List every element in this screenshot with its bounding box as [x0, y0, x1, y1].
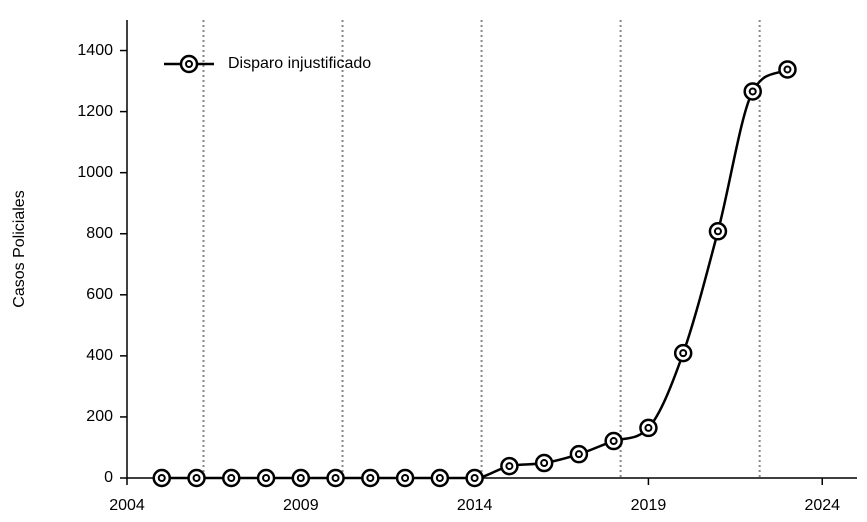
y-tick-label: 600	[86, 286, 113, 303]
marker-inner	[609, 437, 618, 446]
marker-inner	[540, 459, 549, 468]
y-tick-label: 200	[86, 408, 113, 425]
point	[152, 468, 172, 488]
y-tick-label: 400	[86, 347, 113, 364]
point	[743, 82, 762, 101]
marker-outer	[534, 453, 554, 473]
marker-outer	[673, 343, 693, 363]
marker-outer	[465, 468, 484, 488]
marker-outer	[569, 444, 589, 464]
marker-inner	[644, 423, 653, 432]
marker-outer	[500, 456, 519, 476]
marker-outer	[361, 468, 380, 488]
marker-inner	[227, 474, 236, 482]
y-tick-label: 800	[86, 225, 113, 242]
point	[361, 468, 380, 488]
marker-outer	[430, 468, 450, 488]
marker-inner	[366, 474, 375, 482]
marker-inner	[783, 65, 792, 74]
point	[187, 468, 206, 488]
y-tick-label: 0	[104, 469, 113, 486]
point	[778, 60, 797, 79]
marker-outer	[179, 54, 199, 74]
marker-inner	[679, 349, 688, 358]
point	[222, 468, 241, 488]
marker-outer	[222, 468, 241, 488]
marker-inner	[157, 474, 166, 482]
marker-inner	[185, 60, 193, 68]
y-tick-label: 1400	[77, 42, 113, 59]
point	[500, 456, 519, 476]
marker-inner	[505, 462, 514, 471]
point	[534, 453, 554, 473]
marker-outer	[395, 468, 415, 488]
point	[291, 468, 311, 488]
marker-inner	[262, 474, 271, 482]
x-tick-label: 2014	[457, 497, 493, 514]
marker-outer	[639, 418, 658, 438]
point	[395, 468, 415, 488]
legend-marker	[179, 54, 199, 74]
point	[569, 444, 589, 464]
line	[161, 68, 789, 480]
marker-outer	[743, 82, 762, 101]
marker-outer	[152, 468, 172, 488]
y-tick-label: 1000	[77, 164, 113, 181]
marker-outer	[291, 468, 311, 488]
x-tick-label: 2009	[283, 497, 319, 514]
marker-inner	[435, 474, 444, 482]
point	[639, 418, 658, 438]
marker-inner	[192, 474, 201, 482]
x-tick-label: 2004	[109, 497, 145, 514]
marker-inner	[296, 474, 305, 482]
marker-inner	[401, 474, 410, 482]
point	[604, 431, 623, 451]
marker-outer	[708, 222, 728, 241]
legend-label: Disparo injustificado	[228, 55, 371, 72]
point	[708, 222, 728, 241]
y-tick-label: 1200	[77, 103, 113, 120]
marker-outer	[256, 468, 276, 488]
marker-outer	[187, 468, 206, 488]
marker-inner	[470, 474, 479, 482]
point	[430, 468, 450, 488]
point	[673, 343, 693, 363]
marker-inner	[713, 227, 722, 236]
marker-inner	[748, 87, 757, 96]
marker-inner	[574, 450, 583, 459]
marker-outer	[604, 431, 623, 451]
point	[465, 468, 484, 488]
x-tick-label: 2024	[804, 497, 840, 514]
y-axis-label: Casos Policiales	[11, 190, 28, 307]
point	[256, 468, 276, 488]
x-tick-label: 2019	[631, 497, 667, 514]
marker-outer	[326, 468, 345, 488]
marker-inner	[331, 474, 340, 482]
point	[326, 468, 345, 488]
marker-outer	[778, 60, 797, 79]
